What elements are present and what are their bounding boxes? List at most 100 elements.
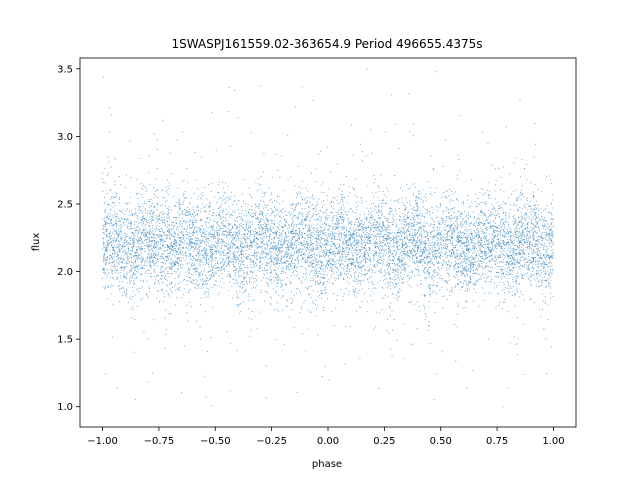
data-point bbox=[197, 206, 199, 208]
data-point bbox=[207, 255, 209, 257]
data-point bbox=[502, 406, 504, 408]
data-point bbox=[465, 250, 467, 251]
data-point bbox=[306, 242, 308, 244]
data-point bbox=[433, 280, 435, 282]
data-point bbox=[294, 215, 296, 217]
data-point bbox=[276, 254, 277, 256]
data-point bbox=[267, 285, 269, 287]
data-point bbox=[198, 263, 200, 265]
data-point bbox=[211, 256, 213, 258]
data-point bbox=[386, 237, 388, 239]
data-point bbox=[503, 234, 505, 236]
data-point bbox=[157, 274, 158, 276]
data-point bbox=[317, 219, 319, 221]
data-point bbox=[365, 273, 367, 275]
data-point bbox=[270, 304, 272, 306]
data-point bbox=[176, 227, 178, 229]
data-point bbox=[391, 231, 393, 233]
data-point bbox=[137, 257, 139, 259]
data-point bbox=[446, 282, 448, 284]
data-point bbox=[198, 237, 200, 239]
data-point bbox=[369, 220, 371, 222]
data-point bbox=[222, 233, 224, 235]
data-point bbox=[370, 207, 372, 209]
data-point bbox=[112, 242, 114, 244]
data-point bbox=[408, 265, 410, 267]
data-point bbox=[371, 153, 373, 154]
data-point bbox=[535, 244, 537, 246]
data-point bbox=[385, 264, 387, 266]
data-point bbox=[179, 272, 181, 274]
data-point bbox=[247, 243, 249, 245]
data-point bbox=[375, 288, 377, 290]
data-point bbox=[347, 277, 349, 279]
data-point bbox=[278, 250, 280, 252]
data-point bbox=[185, 210, 187, 212]
data-point bbox=[251, 223, 253, 225]
data-point bbox=[551, 228, 553, 230]
data-point bbox=[268, 219, 270, 221]
data-point bbox=[258, 261, 260, 263]
data-point bbox=[300, 241, 302, 243]
data-point bbox=[458, 241, 460, 243]
data-point bbox=[186, 246, 188, 248]
data-point bbox=[343, 233, 344, 235]
data-point bbox=[213, 224, 215, 226]
data-point bbox=[543, 265, 545, 267]
data-point bbox=[405, 247, 407, 249]
data-point bbox=[185, 222, 187, 224]
data-point bbox=[141, 258, 143, 260]
data-point bbox=[380, 230, 382, 232]
data-point bbox=[237, 226, 239, 228]
data-point bbox=[349, 257, 351, 259]
data-point bbox=[352, 212, 354, 214]
data-point bbox=[418, 234, 420, 236]
data-point bbox=[426, 271, 428, 273]
data-point bbox=[373, 328, 375, 330]
data-point bbox=[524, 228, 526, 230]
data-point bbox=[468, 282, 470, 284]
data-point bbox=[125, 261, 127, 263]
data-point bbox=[534, 184, 536, 186]
data-point bbox=[246, 222, 248, 224]
data-point bbox=[430, 248, 432, 250]
data-point bbox=[357, 276, 359, 278]
data-point bbox=[477, 230, 479, 232]
data-point bbox=[352, 241, 354, 243]
data-point bbox=[507, 282, 509, 284]
data-point bbox=[339, 250, 341, 252]
data-point bbox=[323, 283, 325, 285]
data-point bbox=[463, 270, 465, 272]
data-point bbox=[211, 252, 213, 254]
data-point bbox=[252, 215, 254, 217]
data-point bbox=[309, 261, 311, 263]
data-point bbox=[110, 209, 111, 211]
data-point bbox=[518, 230, 520, 232]
data-point bbox=[148, 261, 150, 263]
data-point bbox=[258, 311, 260, 313]
data-point bbox=[392, 238, 394, 240]
data-point bbox=[278, 265, 280, 267]
data-point bbox=[354, 221, 356, 223]
data-point bbox=[457, 306, 459, 308]
data-point bbox=[210, 269, 212, 271]
data-point bbox=[336, 247, 337, 249]
data-point bbox=[104, 217, 106, 219]
data-point bbox=[372, 264, 374, 266]
data-point bbox=[548, 272, 550, 274]
data-point bbox=[168, 231, 170, 232]
data-point bbox=[212, 259, 214, 261]
data-point bbox=[519, 253, 521, 255]
data-point bbox=[174, 256, 176, 258]
data-point bbox=[530, 210, 532, 212]
data-point bbox=[453, 267, 455, 269]
data-point bbox=[223, 225, 225, 227]
data-point bbox=[519, 232, 521, 234]
data-point bbox=[522, 254, 524, 256]
data-point bbox=[239, 275, 241, 277]
data-point bbox=[542, 328, 544, 330]
data-point bbox=[520, 260, 522, 262]
data-point bbox=[392, 235, 394, 237]
data-point bbox=[470, 233, 472, 234]
data-point bbox=[120, 255, 122, 257]
